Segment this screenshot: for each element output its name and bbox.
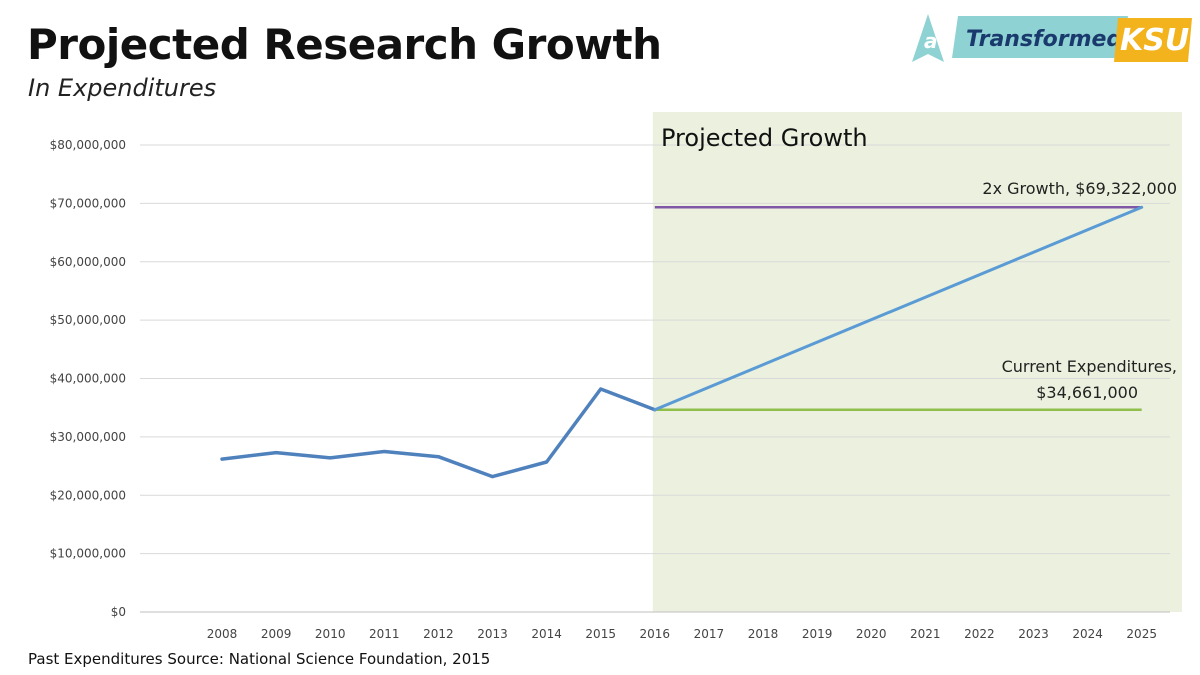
- gridlines: [140, 144, 1170, 613]
- y-tick-labels: $0 $10,000,000 $20,000,000 $30,000,000 $40,0…: [50, 138, 126, 619]
- logo-teal-banner: [952, 16, 1128, 58]
- y-tick-label: $10,000,000: [50, 547, 126, 561]
- x-tick-label: 2016: [640, 627, 671, 641]
- source-note: Past Expenditures Source: National Scien…: [28, 650, 491, 668]
- y-tick-label: $30,000,000: [50, 430, 126, 444]
- annotation-current-line2: $34,661,000: [1036, 383, 1138, 402]
- x-tick-label: 2013: [477, 627, 508, 641]
- x-tick-label: 2022: [964, 627, 995, 641]
- x-tick-label: 2008: [207, 627, 238, 641]
- x-tick-label: 2014: [531, 627, 562, 641]
- y-tick-label: $60,000,000: [50, 255, 126, 269]
- y-tick-label: $40,000,000: [50, 372, 126, 386]
- chart-subtitle: In Expenditures: [28, 74, 217, 102]
- chart-title: Projected Research Growth: [27, 20, 662, 69]
- x-tick-label: 2024: [1072, 627, 1103, 641]
- transformed-ksu-logo: a Transformed KSU: [912, 14, 1192, 62]
- x-tick-labels: 2008 2009 2010 2011 2012 2013 2014 2015 2016 2017…: [207, 627, 1157, 641]
- y-tick-label: $0: [111, 605, 126, 619]
- y-tick-label: $70,000,000: [50, 196, 126, 210]
- projection-region: [652, 112, 1182, 612]
- x-tick-label: 2015: [585, 627, 616, 641]
- x-tick-label: 2021: [910, 627, 941, 641]
- x-tick-label: 2011: [369, 627, 400, 641]
- logo-flag-icon: [912, 14, 944, 62]
- x-tick-label: 2019: [802, 627, 833, 641]
- y-tick-label: $50,000,000: [50, 313, 126, 327]
- logo-word-ksu: KSU: [1120, 23, 1189, 58]
- annotation-current-line1: Current Expenditures,: [1002, 357, 1177, 376]
- series-projected-line: [653, 205, 1144, 412]
- x-tick-label: 2009: [261, 627, 292, 641]
- projection-region-label: Projected Growth: [661, 124, 868, 152]
- y-tick-label: $80,000,000: [50, 138, 126, 152]
- x-tick-label: 2012: [423, 627, 454, 641]
- series-past-expenditures: [220, 387, 657, 479]
- logo-word-transformed: Transformed: [966, 27, 1122, 52]
- y-tick-label: $20,000,000: [50, 488, 126, 502]
- x-tick-label: 2025: [1126, 627, 1157, 641]
- annotation-2x-growth: 2x Growth, $69,322,000: [982, 179, 1177, 198]
- logo-gold-block: [1114, 18, 1192, 62]
- x-tick-label: 2023: [1018, 627, 1049, 641]
- logo-mark: a: [924, 29, 938, 53]
- x-tick-label: 2017: [694, 627, 725, 641]
- x-tick-label: 2020: [856, 627, 887, 641]
- x-tick-label: 2018: [748, 627, 779, 641]
- x-tick-label: 2010: [315, 627, 346, 641]
